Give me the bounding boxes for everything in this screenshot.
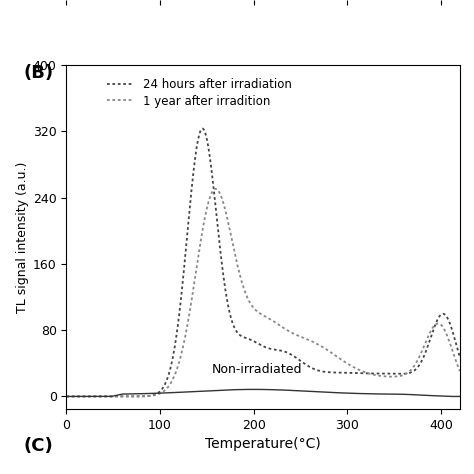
1 year after irradition [457, 368, 463, 374]
24 hours after irradiation [109, 393, 114, 399]
24 hours after irradiation [457, 354, 463, 360]
Y-axis label: TL signal intensity (a.u.): TL signal intensity (a.u.) [16, 161, 28, 313]
X-axis label: Temperature(°C): Temperature(°C) [205, 437, 321, 451]
Line: 24 hours after irradiation: 24 hours after irradiation [66, 128, 460, 396]
Text: (B): (B) [24, 64, 54, 82]
24 hours after irradiation [407, 370, 413, 376]
1 year after irradition [64, 393, 69, 399]
24 hours after irradiation [232, 325, 237, 330]
Legend: 24 hours after irradiation, 1 year after irradition: 24 hours after irradiation, 1 year after… [104, 74, 295, 111]
24 hours after irradiation [64, 393, 69, 399]
24 hours after irradiation [200, 126, 205, 131]
1 year after irradition [215, 187, 220, 192]
Text: Non-irradiated: Non-irradiated [211, 363, 302, 376]
1 year after irradition [213, 186, 219, 192]
24 hours after irradiation [449, 328, 455, 333]
1 year after irradition [132, 393, 137, 399]
24 hours after irradiation [215, 220, 220, 226]
1 year after irradition [232, 249, 237, 255]
1 year after irradition [449, 347, 455, 353]
1 year after irradition [407, 368, 413, 374]
Line: 1 year after irradition: 1 year after irradition [66, 189, 460, 396]
Text: (C): (C) [24, 437, 54, 455]
1 year after irradition [109, 393, 114, 399]
24 hours after irradiation [132, 393, 137, 399]
